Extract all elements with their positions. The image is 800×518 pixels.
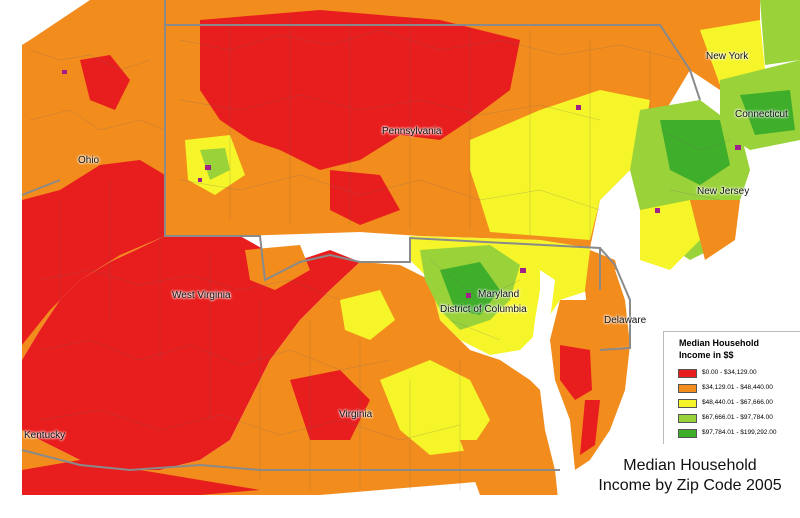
legend-swatch — [678, 384, 697, 393]
legend-title: Median Household Income in $$ — [679, 337, 759, 361]
map-legend: Median Household Income in $$ $0.00 - $3… — [663, 331, 800, 444]
map-title-line-2: Income by Zip Code 2005 — [598, 477, 782, 494]
label-district-of-columbia: District of Columbia — [440, 304, 527, 315]
legend-title-line-2: Income in $$ — [679, 350, 734, 360]
legend-title-line-1: Median Household — [679, 338, 760, 348]
connecticut-high-income-patch — [740, 90, 795, 135]
legend-swatch — [678, 399, 697, 408]
pennsylvania-upper-income-patch — [200, 148, 230, 180]
legend-label: $34,129.01 - $48,440.00 — [702, 384, 773, 391]
map-title: Median Household Income by Zip Code 2005 — [585, 456, 795, 496]
west-virginia-region — [22, 236, 360, 470]
label-ohio: Ohio — [78, 155, 100, 166]
label-kentucky: Kentucky — [24, 430, 66, 441]
label-new-york: New York — [706, 51, 749, 62]
lake-erie — [22, 0, 90, 45]
label-pennsylvania: Pennsylvania — [382, 126, 442, 137]
label-virginia: Virginia — [339, 409, 373, 420]
state-borders — [21, 0, 701, 472]
dc-high-income-patch — [440, 262, 500, 315]
delmarva-low-income-patch — [560, 345, 592, 400]
ohio-low-income-patch — [22, 160, 165, 345]
legend-swatch — [678, 369, 697, 378]
virginia-low-income-patch — [22, 460, 260, 495]
pennsylvania-low-income-patch — [330, 170, 400, 225]
virginia-mid-income-patch — [380, 360, 490, 455]
west-virginia-mid-patch — [245, 245, 310, 290]
label-maryland: Maryland — [478, 289, 520, 300]
ny-upper-region — [760, 0, 800, 65]
legend-label: $48,440.01 - $67,666.00 — [702, 399, 773, 406]
map-title-line-1: Median Household — [623, 457, 757, 474]
label-connecticut: Connecticut — [735, 109, 788, 120]
new-jersey-high-income-patch — [660, 120, 730, 185]
chesapeake-bay — [530, 270, 575, 518]
new-jersey-south-patch — [640, 200, 700, 270]
delmarva-low-income-patch — [580, 400, 600, 455]
legend-swatch — [678, 429, 697, 438]
legend-swatch — [678, 414, 697, 423]
virginia-mid-income-patch — [340, 290, 395, 340]
legend-label: $97,784.01 - $199,292.00 — [702, 429, 777, 436]
virginia-lower-patch — [460, 440, 560, 495]
new-york-mid-income-patch — [700, 20, 765, 85]
label-delaware: Delaware — [604, 315, 647, 326]
legend-label: $0.00 - $34,129.00 — [702, 369, 757, 376]
zip-boundary-texture — [29, 15, 731, 490]
delaware-bay — [615, 260, 650, 310]
label-west-virginia: West Virginia — [172, 290, 231, 301]
nj-coast-patch — [690, 200, 740, 260]
legend-label: $67,666.01 - $97,784.00 — [702, 414, 773, 421]
pennsylvania-mid-income-patch — [470, 90, 650, 240]
label-new-jersey: New Jersey — [697, 186, 750, 197]
metro-highlight-dots — [62, 70, 741, 298]
